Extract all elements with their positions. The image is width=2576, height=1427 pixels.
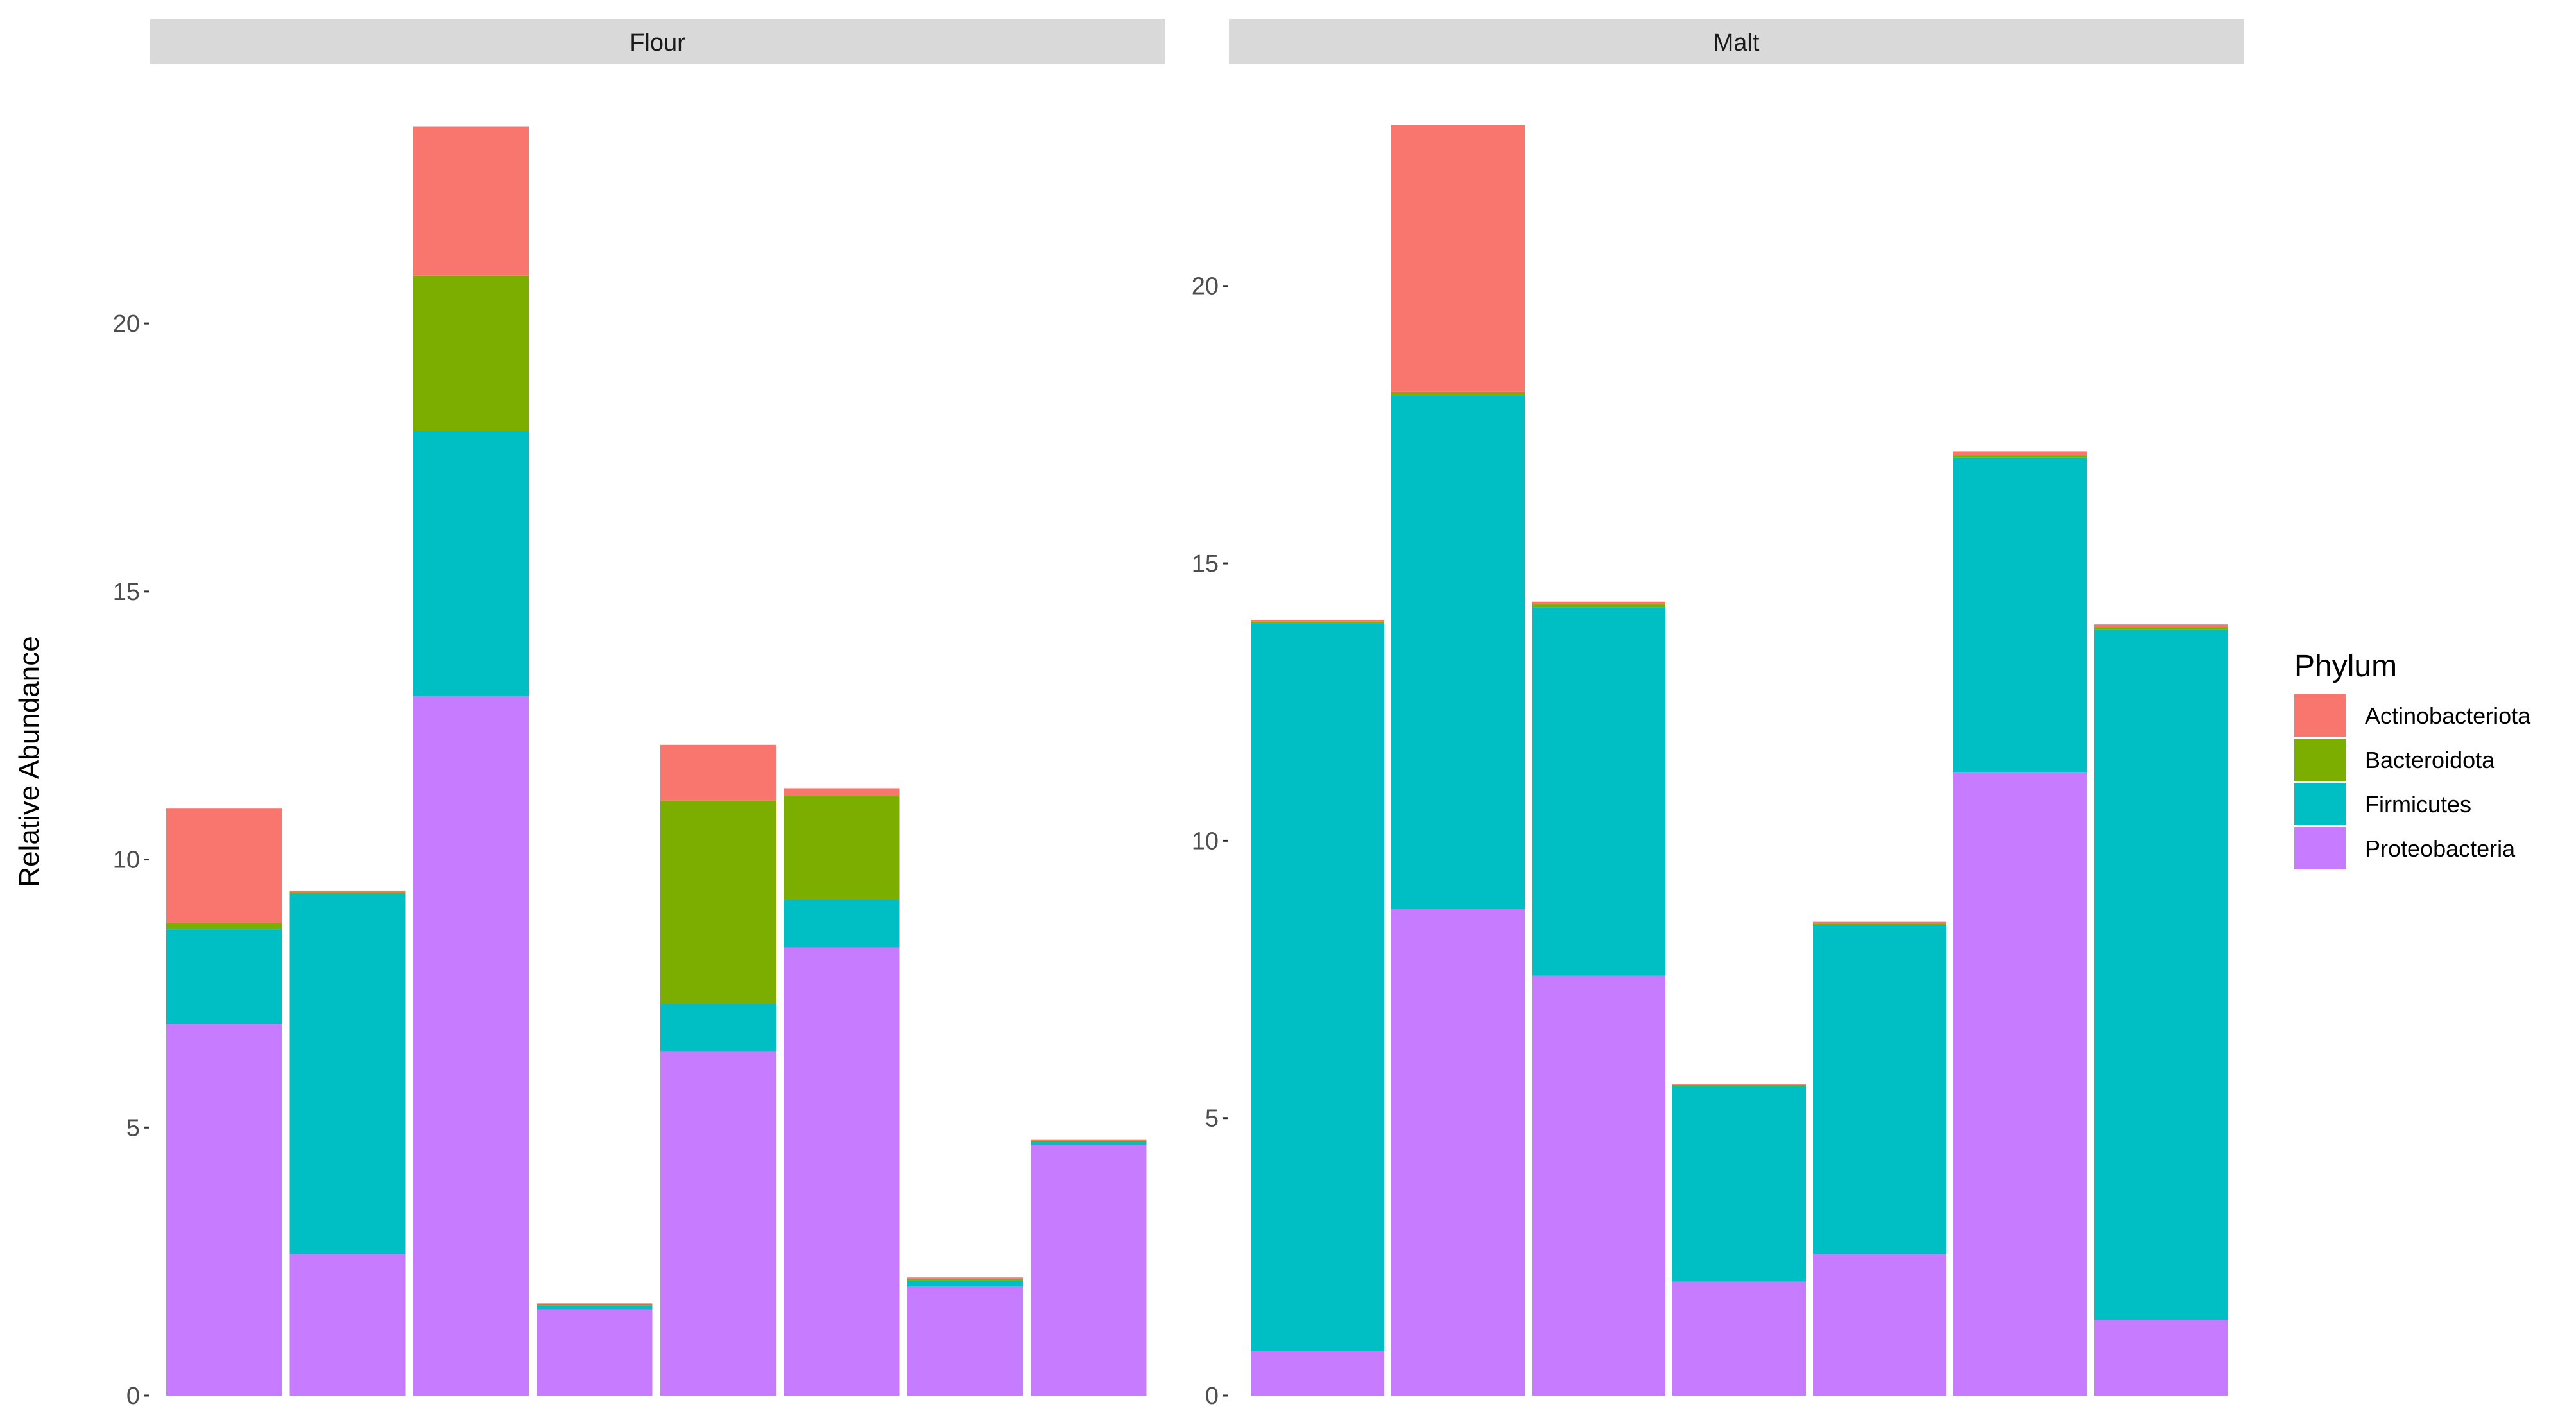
panel-flour-bar-2-proteobacteria-segment [289,1254,406,1396]
panel-malt-bar-7-bacteroidota-segment [2094,627,2228,630]
panel-malt-bars [1251,125,2228,1396]
panel-malt-bar-6-firmicutes-segment [1953,457,2087,773]
panel-flour-bar-4-proteobacteria-segment [537,1309,653,1396]
panel-flour-bar-5-actinobacteriota-segment [660,744,776,801]
panel-flour-bar-2-firmicutes-segment [289,894,406,1254]
legend-swatch-proteobacteria [2294,827,2346,869]
panel-malt-y-axis: 0 5 10 15 20 [1192,273,1228,1410]
legend-label-bacteroidota: Bacteroidota [2365,747,2495,773]
panel-malt-bar-5-proteobacteria-segment [1813,1254,1946,1396]
panel-malt-bar-6-proteobacteria-segment [1953,772,2087,1396]
panel-malt-bar-7-proteobacteria-segment [2094,1320,2228,1396]
panel-malt-bar-2-firmicutes-segment [1391,395,1525,909]
panel-flour-ytick-label-15: 15 [113,579,140,606]
panel-malt-bar-2-actinobacteriota-segment [1391,125,1525,392]
panel-malt-bar-5-bacteroidota-segment [1813,923,1946,925]
panel-flour-ytick-label-0: 0 [126,1383,140,1410]
panel-flour-bar-6-actinobacteriota-segment [784,788,900,796]
legend-swatch-actinobacteriota [2294,694,2346,737]
panel-malt-bar-2-bacteroidota-segment [1391,391,1525,396]
panel-flour-ytick-label-10: 10 [113,847,140,874]
panel-malt-ytick-label-20: 20 [1192,273,1219,300]
panel-malt-ytick-label-0: 0 [1205,1383,1219,1410]
panel-malt-bar-5-firmicutes-segment [1813,925,1946,1254]
legend-swatch-firmicutes [2294,783,2346,825]
panel-flour-bar-1-firmicutes-segment [166,929,282,1025]
panel-flour-bar-4-bacteroidota-segment [537,1304,653,1306]
panel-malt-bar-6-bacteroidota-segment [1953,455,2087,458]
panel-flour-bar-2-actinobacteriota-segment [289,891,406,893]
panel-flour-bar-7-firmicutes-segment [907,1280,1023,1287]
panel-flour-bar-8-proteobacteria-segment [1031,1145,1147,1396]
legend: Phylum Actinobacteriota Bacteroidota Fir… [2294,649,2531,869]
panel-flour-bar-6-bacteroidota-segment [784,796,900,900]
panel-malt-ytick-label-10: 10 [1192,828,1219,855]
panel-flour-bar-5-proteobacteria-segment [660,1051,776,1396]
panel-flour-bar-1-bacteroidota-segment [166,923,282,930]
panel-malt-bar-1-actinobacteriota-segment [1251,620,1384,622]
panel-flour-bar-1-proteobacteria-segment [166,1024,282,1396]
legend-label-firmicutes: Firmicutes [2365,791,2471,817]
panel-malt-bar-7-actinobacteriota-segment [2094,624,2228,628]
panel-flour-bar-6-firmicutes-segment [784,900,900,948]
panel-malt-bar-3-firmicutes-segment [1532,607,1665,976]
panel-flour-bars [166,126,1147,1396]
panel-flour-bar-8-bacteroidota-segment [1031,1140,1147,1141]
panel-flour-ytick-label-20: 20 [113,311,140,338]
panel-flour-bar-7-bacteroidota-segment [907,1278,1023,1281]
panel-malt-bar-4-proteobacteria-segment [1672,1281,1806,1396]
legend-label-actinobacteriota: Actinobacteriota [2365,703,2531,729]
panel-malt-bar-4-firmicutes-segment [1672,1086,1806,1282]
y-axis-title: Relative Abundance [13,636,45,887]
panel-flour-bar-1-actinobacteriota-segment [166,808,282,923]
panel-flour-bar-4-actinobacteriota-segment [537,1303,653,1304]
panel-malt-strip [1229,19,2244,64]
legend-title: Phylum [2294,649,2397,683]
panel-flour-bar-6-proteobacteria-segment [784,947,900,1396]
panel-flour-bar-4-firmicutes-segment [537,1305,653,1310]
panel-malt-bar-5-actinobacteriota-segment [1813,921,1946,924]
panel-flour-bar-3-bacteroidota-segment [413,275,529,431]
panel-flour-bar-5-bacteroidota-segment [660,800,776,1004]
panel-flour: Flour 0 5 10 15 20 [113,19,1165,1410]
panel-malt-ytick-label-5: 5 [1205,1106,1219,1132]
panel-malt-bar-3-bacteroidota-segment [1532,604,1665,608]
panel-malt-bar-4-actinobacteriota-segment [1672,1084,1806,1085]
panel-malt-bar-1-proteobacteria-segment [1251,1351,1384,1396]
legend-label-proteobacteria: Proteobacteria [2365,835,2516,862]
panel-flour-bar-3-proteobacteria-segment [413,696,529,1396]
panel-flour-bar-7-proteobacteria-segment [907,1286,1023,1396]
panel-malt-bar-3-actinobacteriota-segment [1532,601,1665,605]
panel-flour-bar-7-actinobacteriota-segment [907,1277,1023,1279]
panel-malt-title: Malt [1713,30,1760,56]
panel-flour-bar-2-bacteroidota-segment [289,892,406,894]
panel-flour-ytick-label-5: 5 [126,1115,140,1141]
panel-malt-bar-3-proteobacteria-segment [1532,975,1665,1396]
panel-malt-bar-6-actinobacteriota-segment [1953,451,2087,456]
panel-flour-bar-3-actinobacteriota-segment [413,126,529,276]
panel-flour-bar-5-firmicutes-segment [660,1004,776,1052]
panel-flour-y-axis: 0 5 10 15 20 [113,311,149,1410]
panel-flour-bar-3-firmicutes-segment [413,431,529,696]
panel-malt-bar-1-bacteroidota-segment [1251,621,1384,624]
panel-flour-title: Flour [630,30,685,56]
panel-malt-bar-1-firmicutes-segment [1251,623,1384,1351]
legend-swatch-bacteroidota [2294,739,2346,781]
panel-flour-strip [150,19,1165,64]
panel-malt-bar-2-proteobacteria-segment [1391,909,1525,1396]
panel-flour-bar-8-actinobacteriota-segment [1031,1139,1147,1141]
panel-malt: Malt 0 5 10 15 20 [1192,19,2244,1410]
panel-malt-bar-4-bacteroidota-segment [1672,1084,1806,1086]
panel-malt-ytick-label-15: 15 [1192,551,1219,577]
panel-flour-bar-8-firmicutes-segment [1031,1141,1147,1145]
panel-malt-bar-7-firmicutes-segment [2094,629,2228,1320]
